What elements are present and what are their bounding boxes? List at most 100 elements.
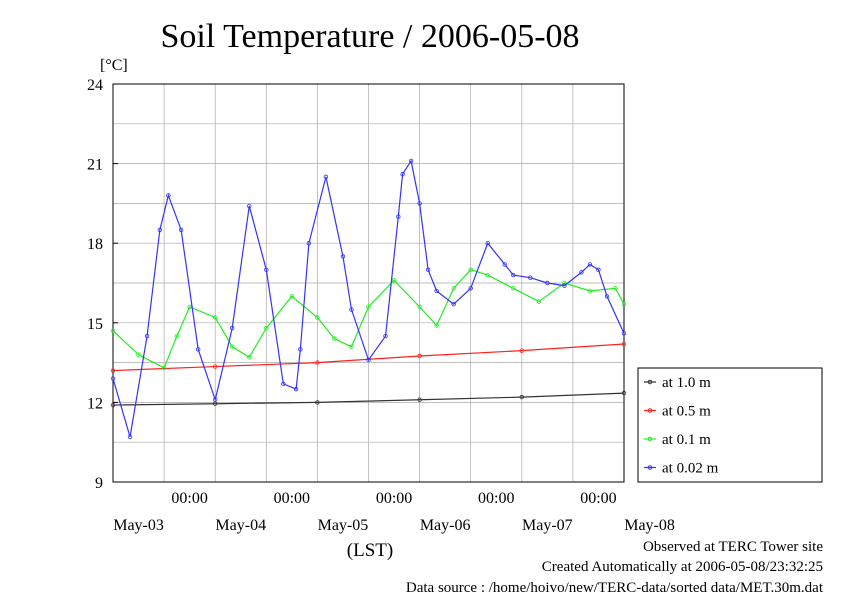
series-point bbox=[434, 288, 439, 294]
series-point bbox=[621, 341, 627, 347]
series-point bbox=[587, 262, 593, 267]
plot-frame bbox=[112, 83, 625, 483]
series-point bbox=[425, 267, 431, 272]
series-point bbox=[110, 376, 116, 381]
series-point bbox=[298, 347, 303, 352]
series-point bbox=[417, 201, 422, 206]
x-time-label: 00:00 bbox=[478, 490, 514, 507]
series-point bbox=[157, 227, 163, 233]
series-point bbox=[417, 397, 422, 402]
series-point bbox=[166, 193, 171, 198]
x-time-label: 00:00 bbox=[376, 490, 412, 507]
series-point bbox=[230, 344, 235, 349]
series-point bbox=[468, 286, 473, 291]
y-tick-label: 18 bbox=[87, 236, 103, 253]
series-point bbox=[408, 158, 414, 164]
series-point bbox=[366, 357, 371, 363]
series-point bbox=[315, 360, 320, 365]
y-tick-label: 24 bbox=[87, 77, 103, 94]
x-time-label: 00:00 bbox=[171, 490, 207, 507]
series-point bbox=[545, 280, 550, 286]
x-date-label: May-04 bbox=[215, 517, 266, 534]
series-point bbox=[281, 381, 286, 387]
series-point bbox=[212, 315, 218, 320]
series-point bbox=[174, 333, 180, 339]
series-point bbox=[562, 280, 567, 286]
legend-marker bbox=[647, 436, 653, 442]
legend-label: at 0.5 m bbox=[662, 404, 711, 420]
series-point bbox=[230, 325, 235, 331]
series-point bbox=[621, 390, 627, 396]
series-point bbox=[485, 240, 490, 246]
legend-label: at 0.1 m bbox=[662, 432, 711, 448]
series-point bbox=[136, 352, 141, 357]
series-line bbox=[112, 392, 625, 406]
legend-marker bbox=[647, 379, 653, 385]
series-point bbox=[579, 270, 584, 275]
x-axis-label: (LST) bbox=[347, 540, 393, 561]
series-point bbox=[161, 365, 167, 371]
x-date-label: May-08 bbox=[624, 517, 675, 534]
x-date-label: May-07 bbox=[522, 517, 573, 534]
footer-site-note: Observed at TERC Tower site bbox=[643, 539, 823, 555]
series-point bbox=[417, 353, 422, 359]
series-point bbox=[536, 299, 542, 304]
series-point bbox=[613, 286, 618, 291]
series-point bbox=[396, 214, 401, 219]
legend: at 1.0 m at 0.5 m at 0.1 m at 0.02 m bbox=[637, 367, 823, 483]
series-point bbox=[110, 402, 116, 408]
series-point bbox=[451, 302, 456, 307]
series-point bbox=[511, 286, 516, 291]
series-point bbox=[519, 348, 524, 353]
series-point bbox=[323, 174, 329, 180]
series-point bbox=[383, 333, 388, 339]
series-point bbox=[366, 304, 371, 310]
legend-label: at 0.02 m bbox=[662, 461, 719, 477]
series-point bbox=[332, 336, 337, 341]
x-date-label: May-05 bbox=[318, 517, 369, 534]
series-point bbox=[293, 386, 299, 392]
series-point bbox=[400, 172, 405, 177]
y-axis-unit: [°C] bbox=[100, 57, 128, 74]
series-point bbox=[451, 286, 456, 291]
y-tick-label: 21 bbox=[87, 157, 103, 174]
series-point bbox=[212, 364, 218, 369]
series-point bbox=[502, 262, 507, 267]
footer-created-note: Created Automatically at 2006-05-08/23:3… bbox=[542, 559, 823, 575]
series-point bbox=[264, 325, 269, 331]
series-point bbox=[604, 294, 610, 299]
series-point bbox=[195, 347, 201, 352]
series-point bbox=[110, 368, 116, 373]
series-point bbox=[178, 227, 184, 233]
series-lines bbox=[110, 158, 627, 440]
series-point bbox=[315, 315, 320, 320]
series-point bbox=[349, 344, 354, 349]
series-point bbox=[596, 267, 601, 272]
series-point bbox=[468, 267, 473, 272]
series-point bbox=[247, 203, 252, 209]
series-point bbox=[187, 304, 192, 310]
series-point bbox=[511, 272, 516, 278]
series-point bbox=[485, 272, 490, 278]
y-tick-label: 12 bbox=[87, 395, 103, 412]
y-tick-labels: 9 12 15 18 21 24 bbox=[87, 77, 118, 492]
series-point bbox=[621, 331, 627, 336]
series-point bbox=[621, 302, 627, 307]
series-point bbox=[340, 254, 346, 259]
series-point bbox=[212, 397, 218, 402]
legend-marker bbox=[647, 408, 653, 413]
series-point bbox=[306, 240, 312, 246]
series-point bbox=[144, 333, 150, 339]
x-tick-labels: 00:00 00:00 00:00 00:00 00:00 May-03 May-04 May… bbox=[113, 490, 675, 534]
x-time-label: 00:00 bbox=[580, 490, 616, 507]
series-point bbox=[110, 328, 116, 333]
series-point bbox=[391, 278, 397, 283]
series-point bbox=[264, 267, 269, 272]
series-point bbox=[417, 304, 422, 310]
series-point bbox=[562, 283, 567, 288]
series-point bbox=[127, 434, 133, 440]
legend-box bbox=[637, 367, 823, 483]
y-tick-label: 9 bbox=[95, 475, 103, 492]
x-date-label: May-06 bbox=[420, 517, 471, 534]
series-point bbox=[528, 275, 533, 280]
